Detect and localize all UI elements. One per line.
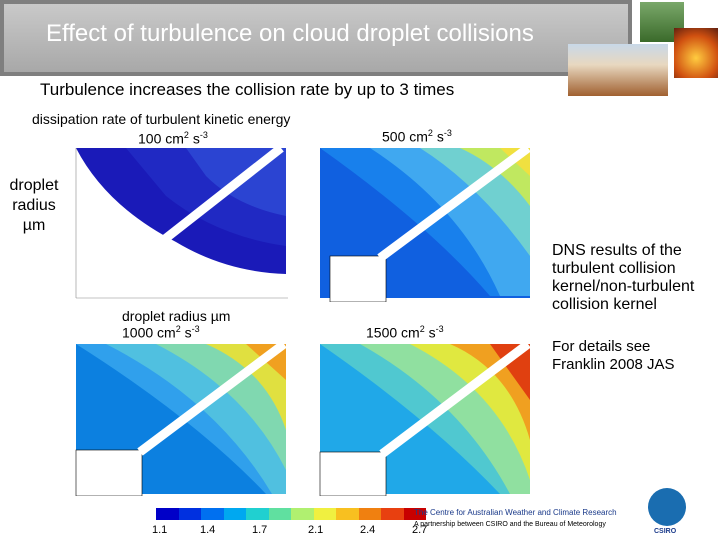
- centre-name: The Centre for Australian Weather and Cl…: [414, 508, 617, 517]
- colorbar-swatch: [178, 508, 201, 520]
- colorbar-swatch: [381, 508, 404, 520]
- y-axis-label-line3: µm: [22, 217, 46, 234]
- title-bar-inner: [4, 4, 628, 72]
- field-photo: [568, 44, 668, 96]
- x-axis-label: droplet radius µm: [122, 308, 231, 324]
- fire-photo: [674, 28, 718, 78]
- panel-label-1000: 1000 cm2 s-3: [122, 324, 200, 341]
- details-note-line1: For details see: [552, 338, 651, 355]
- contour-plot-500: [310, 146, 532, 302]
- colorbar-swatch: [223, 508, 246, 520]
- contour-plot-1000: [66, 340, 290, 496]
- colorbar-swatch: [246, 508, 269, 520]
- colorbar-swatch: [403, 508, 426, 520]
- panel-label-1500: 1500 cm2 s-3: [366, 324, 444, 341]
- colorbar-tick-label: 2.4: [360, 524, 376, 536]
- slide-subtitle: Turbulence increases the collision rate …: [40, 80, 455, 99]
- y-axis-label-line1: droplet: [9, 177, 59, 194]
- dissipation-label: dissipation rate of turbulent kinetic en…: [32, 111, 291, 127]
- y-axis-label-line2: radius: [12, 197, 56, 214]
- colorbar-ticks: 1.1 1.4 1.7 2.1 2.4 2.7: [144, 524, 444, 538]
- dns-note-line3: kernel/non-turbulent: [552, 278, 695, 295]
- title-bar: Effect of turbulence on cloud droplet co…: [0, 0, 632, 76]
- slide-title: Effect of turbulence on cloud droplet co…: [46, 20, 534, 47]
- dns-note: DNS results of the turbulent collision k…: [552, 242, 694, 314]
- y-axis-label: droplet radius µm: [6, 176, 62, 236]
- colorbar-tick-label: 2.1: [308, 524, 324, 536]
- details-note: For details see Franklin 2008 JAS: [552, 338, 675, 374]
- details-note-line2: Franklin 2008 JAS: [552, 356, 675, 373]
- colorbar-swatch: [268, 508, 291, 520]
- dns-note-line4: collision kernel: [552, 296, 657, 313]
- csiro-logo: [648, 488, 686, 526]
- panel-label-500: 500 cm2 s-3: [382, 128, 452, 145]
- colorbar-swatch: [291, 508, 314, 520]
- colorbar-swatch: [336, 508, 359, 520]
- colorbar-tick-label: 1.1: [152, 524, 168, 536]
- panel-label-100: 100 cm2 s-3: [138, 130, 208, 147]
- csiro-logo-text: CSIRO: [654, 528, 677, 535]
- colorbar: [156, 508, 426, 520]
- colorbar-swatch: [156, 508, 179, 520]
- dns-note-line1: DNS results of the: [552, 242, 682, 259]
- colorbar-tick-label: 2.7: [412, 524, 428, 536]
- colorbar-tick-label: 1.7: [252, 524, 268, 536]
- colorbar-swatch: [201, 508, 224, 520]
- colorbar-swatch: [313, 508, 336, 520]
- colorbar-tick-label: 1.4: [200, 524, 216, 536]
- dns-note-line2: turbulent collision: [552, 260, 676, 277]
- contour-plot-100: [66, 146, 290, 300]
- colorbar-swatch: [358, 508, 381, 520]
- centre-partner: A partnership between CSIRO and the Bure…: [414, 521, 606, 528]
- contour-plot-1500: [310, 340, 532, 496]
